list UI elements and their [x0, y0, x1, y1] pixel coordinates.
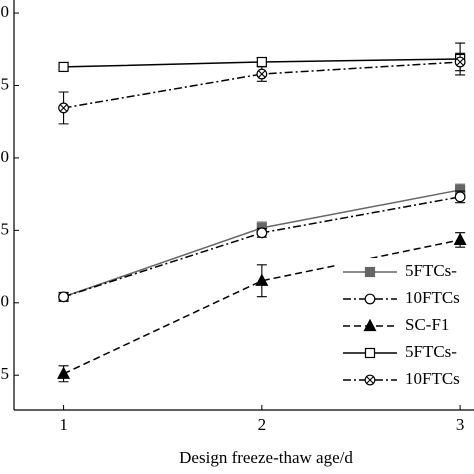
- series: [58, 52, 466, 125]
- series: [57, 232, 467, 383]
- y-tick-label: 0: [1, 2, 10, 21]
- marker: [256, 68, 268, 80]
- marker: [58, 61, 69, 73]
- y-tick-label: 5: [1, 219, 10, 238]
- legend: 5FTCs- 10FTCs SC-F1 5FTCs- 10FTCs: [338, 258, 474, 394]
- y-tick-label: 0: [1, 292, 10, 311]
- legend-label: SC-F1: [405, 315, 449, 334]
- legend-marker: [364, 347, 376, 359]
- legend-label: 10FTCs: [405, 288, 460, 307]
- legend-marker: [364, 266, 376, 278]
- marker: [454, 191, 466, 203]
- marker: [255, 273, 269, 286]
- x-tick-label: 3: [456, 415, 465, 434]
- marker: [453, 232, 467, 246]
- series: [58, 190, 466, 303]
- marker: [57, 366, 71, 379]
- legend-label: 5FTCs-: [405, 261, 457, 280]
- y-tick-label: 0: [1, 147, 10, 166]
- marker: [58, 291, 69, 303]
- marker-cross: [59, 104, 68, 112]
- marker: [454, 56, 466, 68]
- series-line: [63, 61, 461, 109]
- y-tick-label: 5: [1, 74, 10, 93]
- marker: [58, 102, 69, 114]
- marker: [256, 56, 267, 68]
- y-tick-label: 5: [1, 364, 10, 383]
- x-tick-label: 1: [59, 415, 68, 434]
- legend-label: 5FTCs-: [405, 342, 457, 361]
- legend-label: 10FTCs: [405, 369, 460, 388]
- legend-marker: [364, 374, 376, 386]
- series-line: [63, 239, 461, 375]
- legend-marker: [363, 318, 377, 332]
- legend-marker: [364, 293, 376, 305]
- marker-cross: [258, 70, 266, 78]
- marker: [256, 227, 268, 239]
- marker-cross: [366, 376, 374, 384]
- x-tick-label: 2: [258, 415, 267, 434]
- marker-cross: [456, 58, 464, 66]
- x-axis-label: Design freeze-thaw age/d: [179, 448, 353, 467]
